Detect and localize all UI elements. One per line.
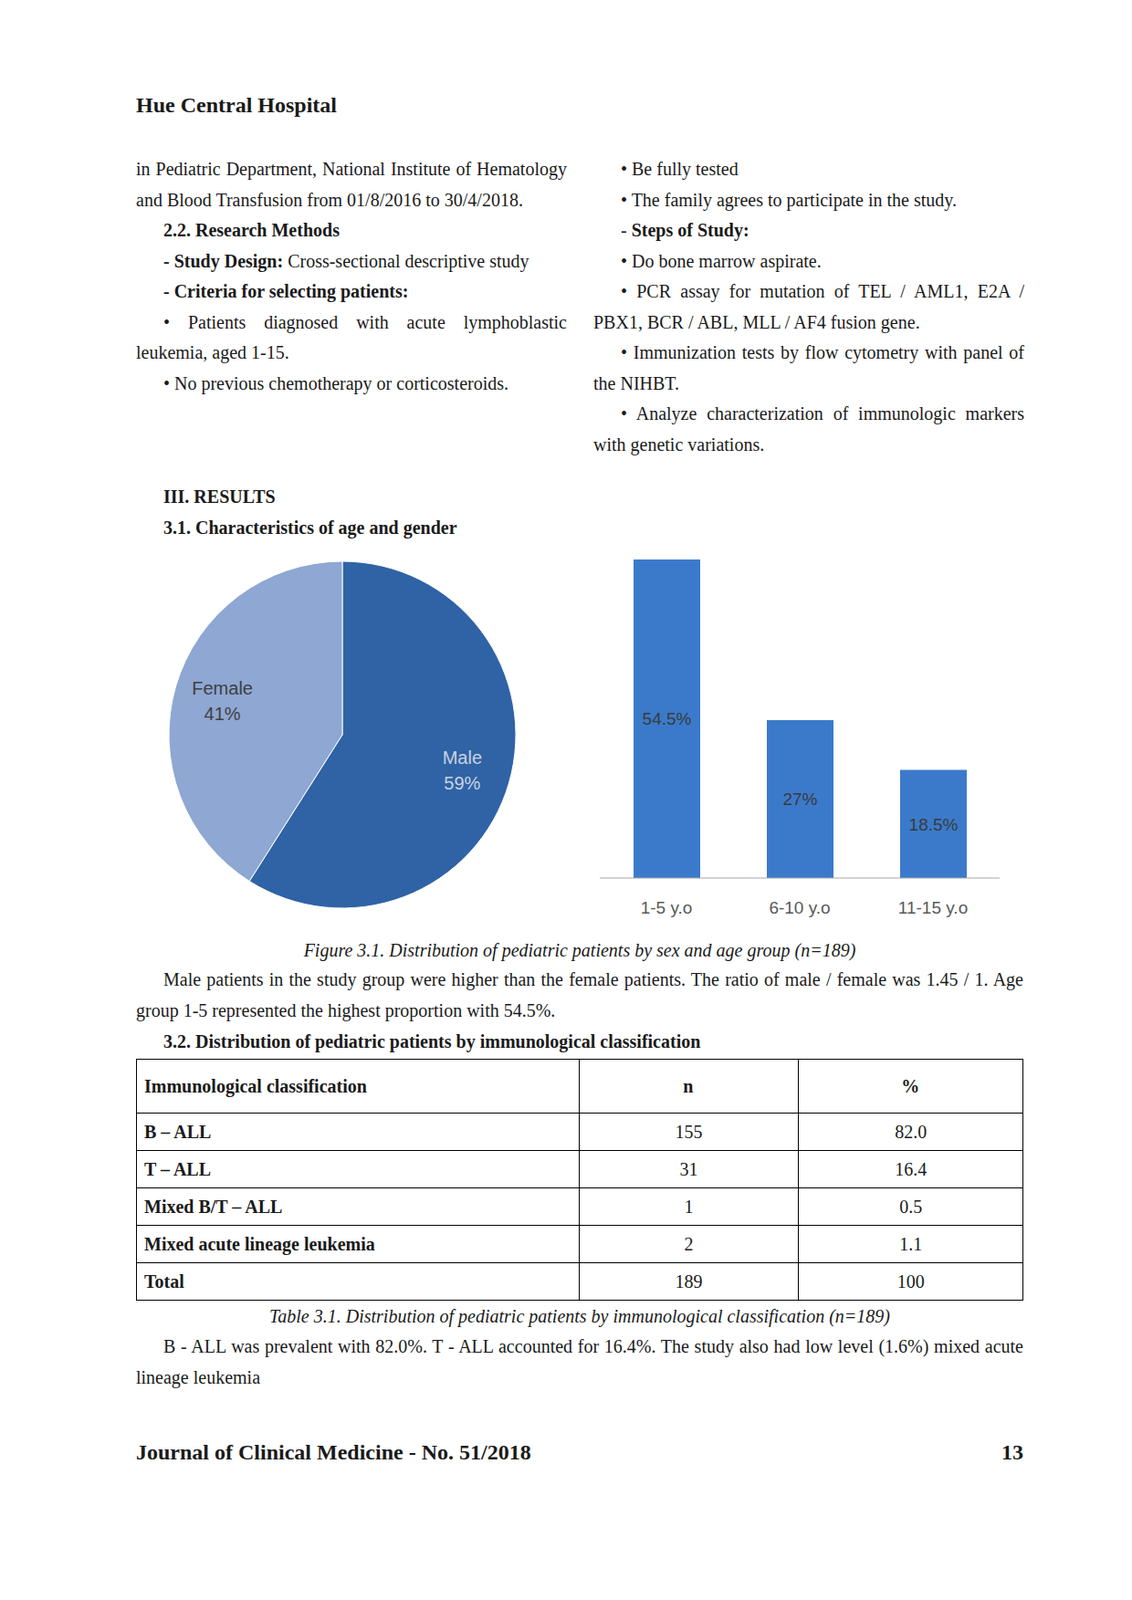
svg-text:11-15 y.o: 11-15 y.o: [898, 898, 968, 918]
html-text:Mixed acute lineage leukemia: Mixed acute lineage leukemia: [144, 1233, 375, 1254]
html-text:- Steps of Study:: - Steps of Study:: [620, 220, 750, 241]
html-text:31: 31: [679, 1158, 698, 1180]
html-text:Mixed B/T – ALL: Mixed B/T – ALL: [144, 1196, 283, 1217]
html-text:82.0: 82.0: [894, 1121, 927, 1142]
html-text:B – ALL: B – ALL: [144, 1121, 212, 1142]
html-text:• Do bone marrow aspirate.: • Do bone marrow aspirate.: [620, 250, 822, 271]
svg-text:27%: 27%: [782, 789, 818, 809]
html-text:Hue Central Hospital: Hue Central Hospital: [136, 93, 337, 117]
svg-text:54.5%: 54.5%: [642, 709, 692, 729]
html-text:T – ALL: T – ALL: [144, 1158, 211, 1180]
svg-text:1-5 y.o: 1-5 y.o: [640, 898, 693, 918]
html-text:Total: Total: [144, 1271, 185, 1292]
html-text:• Immunization tests by flow c: • Immunization tests by flow cytometry w…: [593, 342, 1025, 394]
html-text:• Patients diagnosed with acut: • Patients diagnosed with acute lymphobl…: [136, 311, 567, 363]
svg-text:18.5%: 18.5%: [909, 815, 959, 835]
html-text:155: 155: [675, 1121, 703, 1142]
html-text:2: 2: [684, 1233, 694, 1254]
html-text:3.2. Distribution of pediatric: 3.2. Distribution of pediatric patients …: [163, 1031, 701, 1052]
svg-text:Male59%: Male59%: [442, 747, 483, 794]
html-text:2.2. Research Methods: 2.2. Research Methods: [163, 220, 340, 241]
html-text:- Study Design: Cross-sectiona: - Study Design: Cross-sectional descript…: [163, 250, 530, 271]
html-text:• No previous chemotherapy or: • No previous chemotherapy or corticoste…: [163, 372, 509, 394]
html-text:• The family agrees to partici: • The family agrees to participate in th…: [620, 189, 957, 210]
html-text:Figure 3.1. Distribution of pe: Figure 3.1. Distribution of pediatric pa…: [303, 940, 856, 961]
html-text:1.1: 1.1: [899, 1233, 923, 1254]
html-text:100: 100: [897, 1271, 925, 1292]
html-text:n: n: [683, 1075, 694, 1096]
html-text:3.1. Characteristics of age an: 3.1. Characteristics of age and gender: [163, 517, 457, 538]
html-text:Immunological classification: Immunological classification: [144, 1075, 367, 1096]
html-text:0.5: 0.5: [899, 1196, 923, 1217]
html-text:III. RESULTS: III. RESULTS: [163, 486, 276, 507]
html-text:Table 3.1. Distribution of ped: Table 3.1. Distribution of pediatric pat…: [269, 1306, 891, 1327]
svg-text:Female41%: Female41%: [191, 678, 253, 724]
html-text:189: 189: [675, 1271, 703, 1292]
html-text:Male patients in the study gro: Male patients in the study group were hi…: [136, 969, 1024, 1021]
html-text:in Pediatric Department, Natio: in Pediatric Department, National Instit…: [136, 158, 567, 210]
html-text:1: 1: [684, 1196, 694, 1217]
html-text:• Analyze characterization of: • Analyze characterization of immunologi…: [593, 403, 1025, 455]
html-text:16.4: 16.4: [894, 1158, 927, 1180]
html-text:13: 13: [1001, 1440, 1024, 1465]
html-text:Journal of Clinical Medicine -: Journal of Clinical Medicine - No. 51/20…: [136, 1440, 532, 1465]
svg-text:6-10 y.o: 6-10 y.o: [768, 898, 830, 918]
html-text:• Be fully tested: • Be fully tested: [620, 158, 739, 179]
html-text:• PCR assay for mutation of TE: • PCR assay for mutation of TEL / AML1, …: [593, 281, 1025, 332]
html-text:B - ALL was prevalent with 82.: B - ALL was prevalent with 82.0%. T - AL…: [136, 1336, 1024, 1388]
html-text:- Criteria for selecting patie: - Criteria for selecting patients:: [163, 281, 409, 302]
